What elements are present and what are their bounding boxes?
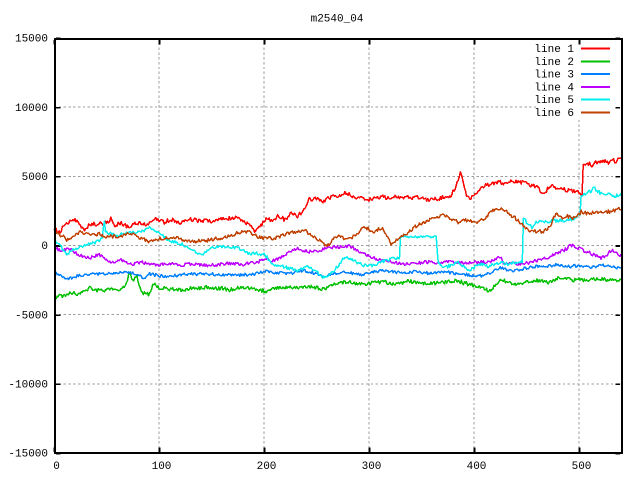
svg-text:line 3: line 3	[534, 70, 574, 82]
svg-text:line 4: line 4	[534, 83, 574, 95]
svg-text:line 1: line 1	[534, 44, 574, 56]
svg-text:10000: 10000	[15, 103, 48, 115]
svg-text:15000: 15000	[15, 34, 48, 46]
svg-text:400: 400	[467, 461, 487, 473]
svg-text:300: 300	[362, 461, 382, 473]
svg-text:0: 0	[41, 241, 48, 253]
svg-text:500: 500	[572, 461, 592, 473]
svg-text:line 6: line 6	[534, 108, 574, 120]
svg-text:line 5: line 5	[534, 95, 574, 107]
svg-text:200: 200	[257, 461, 277, 473]
svg-text:-10000: -10000	[8, 379, 48, 391]
svg-text:m2540_04: m2540_04	[311, 14, 364, 26]
svg-text:100: 100	[152, 461, 172, 473]
svg-text:5000: 5000	[22, 172, 48, 184]
svg-text:-15000: -15000	[8, 449, 48, 461]
svg-text:line 2: line 2	[534, 57, 574, 69]
svg-text:0: 0	[53, 461, 60, 473]
svg-text:-5000: -5000	[15, 310, 48, 322]
